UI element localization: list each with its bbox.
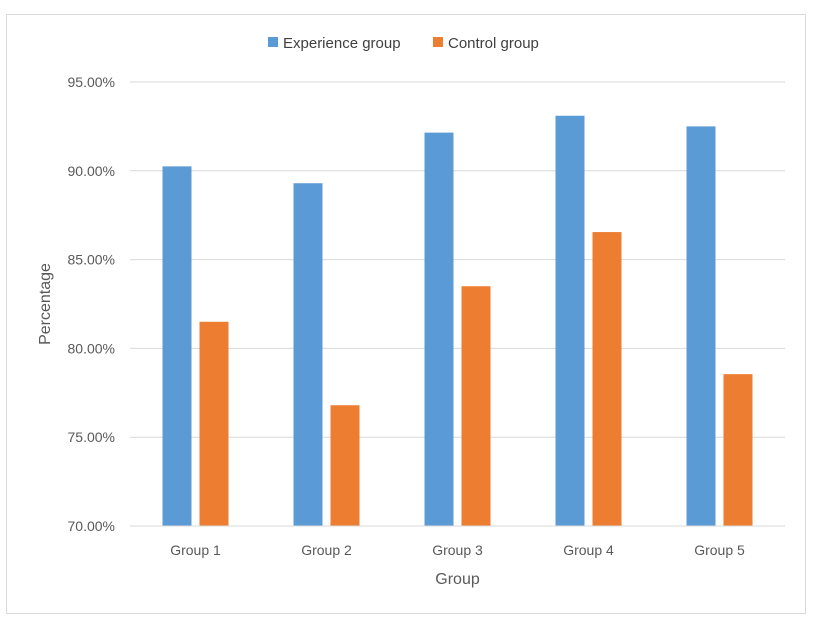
bar-control-group-2 — [330, 405, 360, 526]
x-tick-label: Group 2 — [301, 542, 352, 558]
y-axis-ticks: 70.00% 75.00% 80.00% 85.00% 90.00% 95.00% — [68, 74, 115, 534]
y-tick-label: 70.00% — [68, 518, 115, 534]
x-axis-ticks: Group 1 Group 2 Group 3 Group 4 Group 5 — [170, 542, 745, 558]
gridlines — [130, 81, 785, 438]
bar-control-group-5 — [723, 374, 753, 526]
y-tick-label: 75.00% — [68, 429, 115, 445]
bar-control-group-1 — [199, 321, 229, 526]
x-tick-label: Group 1 — [170, 542, 221, 558]
x-axis-title: Group — [435, 571, 480, 588]
bar-experience-group-3 — [424, 132, 454, 526]
y-tick-label: 85.00% — [68, 252, 115, 268]
y-tick-label: 95.00% — [68, 74, 115, 90]
x-tick-label: Group 5 — [694, 542, 745, 558]
chart-frame — [6, 14, 806, 614]
bar-experience-group-4 — [555, 115, 585, 526]
bar-experience-group-1 — [162, 166, 192, 527]
legend-label-experience: Experience group — [283, 35, 401, 52]
y-tick-label: 80.00% — [68, 340, 115, 356]
bar-experience-group-2 — [293, 183, 323, 526]
bar-control-group-4 — [592, 232, 622, 526]
legend-label-control: Control group — [448, 35, 539, 52]
x-tick-label: Group 3 — [432, 542, 483, 558]
x-tick-label: Group 4 — [563, 542, 614, 558]
bars — [162, 115, 753, 527]
legend-swatch-control — [433, 37, 443, 47]
y-axis-title: Percentage — [37, 263, 54, 345]
y-tick-label: 90.00% — [68, 163, 115, 179]
legend: Experience group Control group — [268, 35, 539, 52]
bar-control-group-3 — [461, 286, 491, 526]
legend-swatch-experience — [268, 37, 278, 47]
bar-experience-group-5 — [686, 126, 716, 527]
